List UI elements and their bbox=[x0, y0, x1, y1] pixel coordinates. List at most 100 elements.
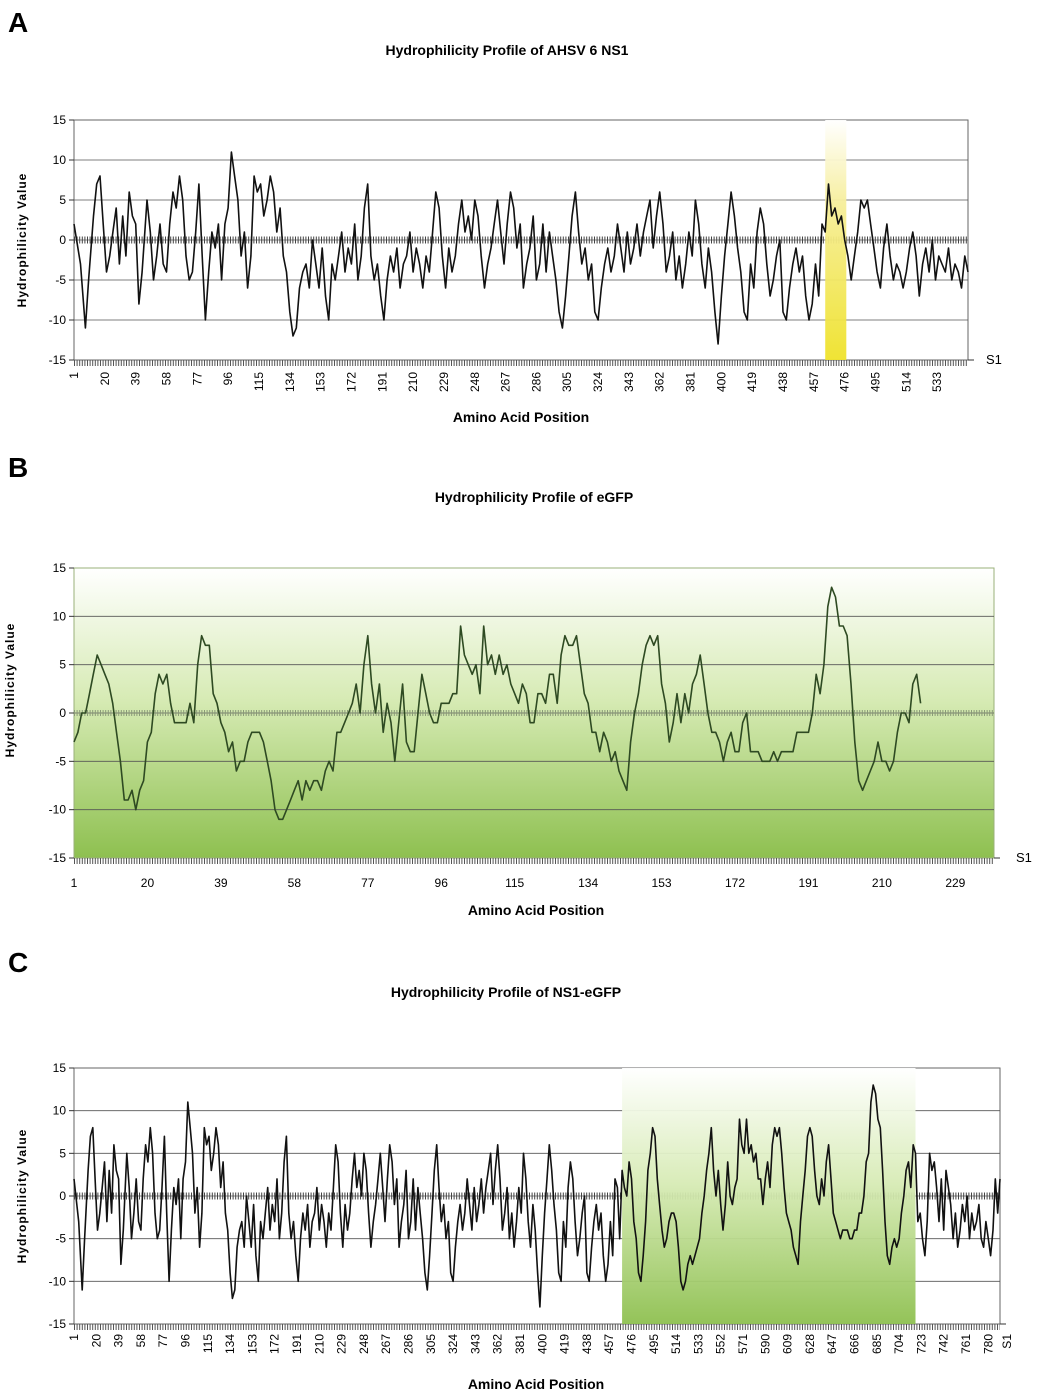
x-tick-label-c-20: 381 bbox=[513, 1334, 527, 1354]
x-tick-label-a-19: 362 bbox=[653, 372, 667, 392]
highlight-region-a bbox=[825, 120, 847, 360]
gridlines-b bbox=[74, 615, 994, 811]
x-tick-label-a-25: 476 bbox=[838, 372, 852, 392]
y-tick-label-a-6: -15 bbox=[49, 353, 67, 367]
svg-text:Hydrophilicity Value: Hydrophilicity Value bbox=[3, 623, 17, 758]
x-tick-label-b-6: 115 bbox=[505, 876, 524, 890]
x-tick-label-b-0: 1 bbox=[71, 876, 78, 890]
highlight-band-a bbox=[825, 120, 847, 360]
x-tick-label-a-24: 457 bbox=[807, 372, 821, 392]
y-tick-label-b-5: -10 bbox=[49, 803, 67, 817]
x-tick-label-c-6: 115 bbox=[201, 1334, 215, 1353]
y-tick-label-c-4: -5 bbox=[55, 1232, 66, 1246]
x-tick-label-b-1: 20 bbox=[141, 876, 155, 890]
x-tick-label-a-28: 533 bbox=[930, 372, 944, 392]
x-tick-label-a-2: 39 bbox=[129, 372, 143, 386]
y-tick-label-c-2: 5 bbox=[59, 1146, 66, 1160]
x-tick-label-a-20: 381 bbox=[684, 372, 698, 392]
y-tick-label-c-3: 0 bbox=[59, 1189, 66, 1203]
highlight-region-c bbox=[622, 1068, 916, 1324]
x-tick-label-c-3: 58 bbox=[134, 1334, 148, 1348]
x-tick-label-c-7: 134 bbox=[223, 1334, 237, 1354]
x-tick-label-c-41: 780 bbox=[981, 1334, 995, 1354]
x-tick-label-c-21: 400 bbox=[535, 1334, 549, 1354]
y-axis-title-b: Hydrophilicity Value bbox=[3, 623, 17, 758]
y-tick-label-c-0: 15 bbox=[53, 1061, 67, 1075]
series-path-c-0 bbox=[73, 1084, 1001, 1308]
x-tick-label-a-0: 1 bbox=[67, 372, 81, 379]
y-axis-title-c: Hydrophilicity Value bbox=[15, 1129, 29, 1264]
panel-a: A Hydrophilicity Profile of AHSV 6 NS1 H… bbox=[8, 7, 1002, 425]
x-tick-label-c-1: 20 bbox=[89, 1334, 103, 1348]
y-tick-label-b-2: 5 bbox=[59, 658, 66, 672]
y-tick-label-b-0: 15 bbox=[53, 561, 67, 575]
x-tick-label-a-26: 495 bbox=[869, 372, 883, 392]
x-tick-label-c-14: 267 bbox=[379, 1334, 393, 1354]
series-label-a: S1 bbox=[986, 352, 1002, 367]
x-tick-label-c-38: 723 bbox=[914, 1334, 928, 1354]
series-line-a bbox=[73, 151, 969, 345]
x-tick-label-c-42: S1 bbox=[1000, 1334, 1014, 1349]
x-tick-label-a-13: 248 bbox=[468, 372, 482, 392]
x-tick-label-c-39: 742 bbox=[937, 1334, 951, 1354]
x-tick-label-b-11: 210 bbox=[872, 876, 892, 890]
x-tick-label-a-16: 305 bbox=[560, 372, 574, 392]
x-tick-label-b-8: 153 bbox=[652, 876, 672, 890]
y-tick-label-b-4: -5 bbox=[55, 754, 66, 768]
x-tick-label-c-37: 704 bbox=[892, 1334, 906, 1354]
x-tick-label-a-4: 77 bbox=[190, 372, 204, 386]
x-tick-label-c-4: 77 bbox=[156, 1334, 170, 1348]
x-tick-label-c-23: 438 bbox=[580, 1334, 594, 1354]
x-tick-label-a-11: 210 bbox=[406, 372, 420, 392]
y-tick-label-a-3: 0 bbox=[59, 233, 66, 247]
x-tick-label-c-36: 685 bbox=[870, 1334, 884, 1354]
svg-text:Hydrophilicity Value: Hydrophilicity Value bbox=[15, 1129, 29, 1264]
x-tick-label-c-0: 1 bbox=[67, 1334, 81, 1341]
x-tick-label-b-3: 58 bbox=[288, 876, 302, 890]
x-tick-label-c-30: 571 bbox=[736, 1334, 750, 1354]
x-tick-label-c-34: 647 bbox=[825, 1334, 839, 1354]
x-tick-label-c-10: 191 bbox=[290, 1334, 304, 1354]
y-tick-label-b-6: -15 bbox=[49, 851, 67, 865]
x-tick-label-c-28: 533 bbox=[691, 1334, 705, 1354]
y-ticks-b: 15 10 5 0 -5 -10 -15 bbox=[49, 561, 74, 865]
x-tick-label-c-22: 419 bbox=[558, 1334, 572, 1354]
panel-letter-a: A bbox=[8, 7, 28, 38]
series-line-c bbox=[73, 1084, 1001, 1308]
panel-letter-c: C bbox=[8, 947, 28, 978]
x-tick-label-b-2: 39 bbox=[214, 876, 228, 890]
x-tick-label-a-14: 267 bbox=[499, 372, 513, 392]
series-path-a-0 bbox=[73, 151, 969, 345]
y-tick-label-b-3: 0 bbox=[59, 706, 66, 720]
x-tick-label-c-25: 476 bbox=[624, 1334, 638, 1354]
y-tick-label-a-4: -5 bbox=[55, 273, 66, 287]
x-tick-label-a-27: 514 bbox=[899, 372, 913, 392]
x-tick-label-a-18: 343 bbox=[622, 372, 636, 392]
x-tick-label-c-26: 495 bbox=[647, 1334, 661, 1354]
x-axis-title-b: Amino Acid Position bbox=[468, 902, 604, 918]
x-tick-label-a-15: 286 bbox=[529, 372, 543, 392]
x-tick-label-c-40: 761 bbox=[959, 1334, 973, 1354]
x-tick-label-a-5: 96 bbox=[221, 372, 235, 386]
series-path-b-0 bbox=[73, 586, 922, 821]
y-tick-label-a-1: 10 bbox=[53, 153, 67, 167]
x-tick-label-a-17: 324 bbox=[591, 372, 605, 392]
x-tick-label-c-5: 96 bbox=[178, 1334, 192, 1348]
y-tick-label-c-5: -10 bbox=[49, 1274, 67, 1288]
x-tick-label-a-21: 400 bbox=[714, 372, 728, 392]
chart-title-c: Hydrophilicity Profile of NS1-eGFP bbox=[391, 984, 621, 1000]
x-tick-label-b-9: 172 bbox=[725, 876, 745, 890]
x-axis-title-c: Amino Acid Position bbox=[468, 1376, 604, 1392]
x-tick-label-b-5: 96 bbox=[435, 876, 449, 890]
x-tick-label-c-17: 324 bbox=[446, 1334, 460, 1354]
y-tick-label-c-6: -15 bbox=[49, 1317, 67, 1331]
series-line-b bbox=[73, 586, 922, 821]
x-tick-label-a-9: 172 bbox=[344, 372, 358, 392]
x-tick-label-c-32: 609 bbox=[781, 1334, 795, 1354]
panel-b: B Hydrophilicity Profile of eGFP Hydroph… bbox=[3, 452, 1032, 918]
x-tick-label-a-3: 58 bbox=[159, 372, 173, 386]
y-axis-title-a: Hydrophilicity Value bbox=[15, 173, 29, 308]
x-tick-label-a-7: 134 bbox=[283, 372, 297, 392]
y-ticks-c: 15 10 5 0 -5 -10 -15 bbox=[49, 1061, 74, 1331]
